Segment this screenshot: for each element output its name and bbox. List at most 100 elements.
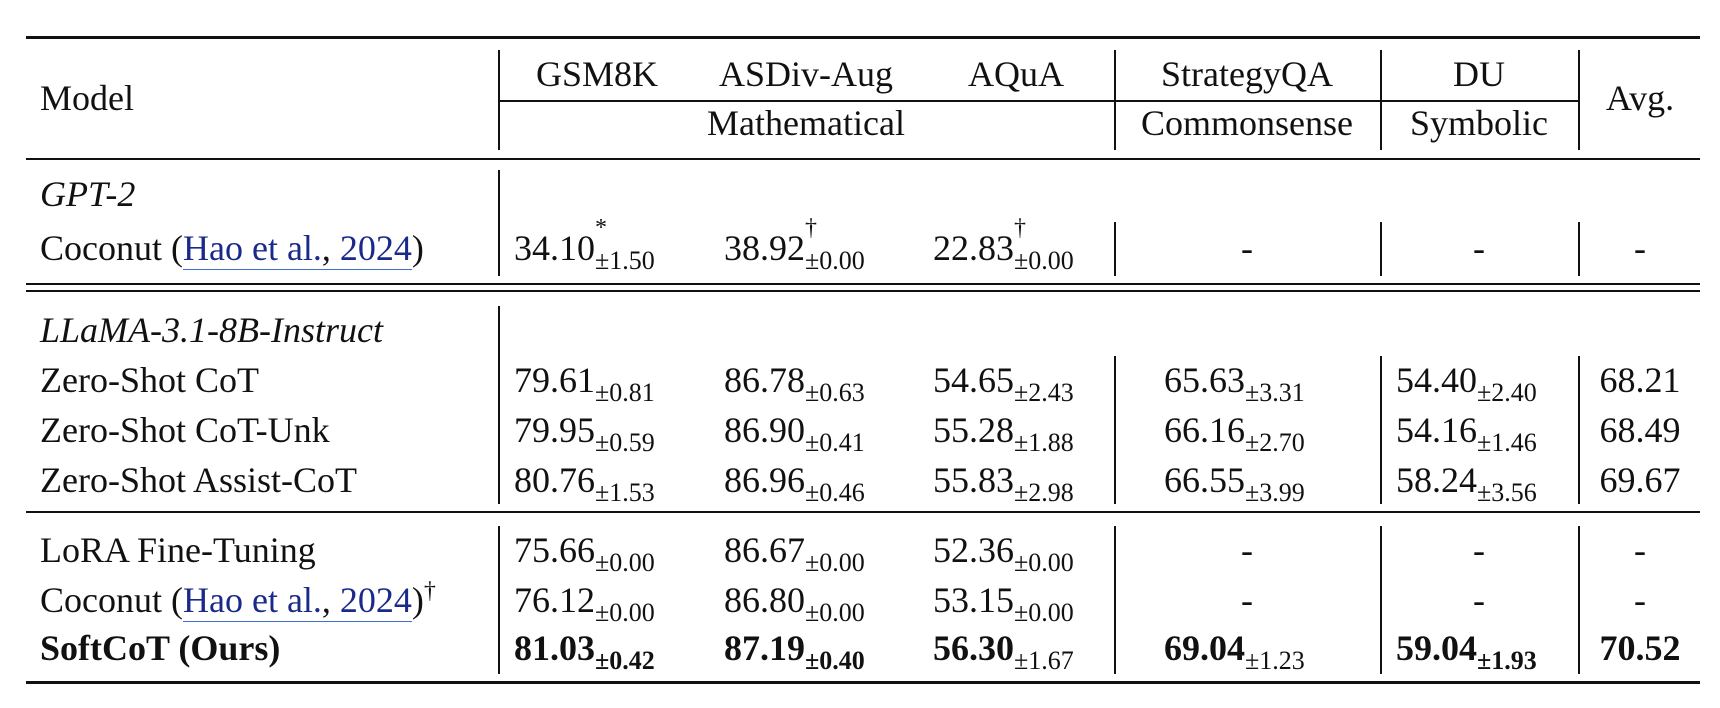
group-underline-rule bbox=[498, 100, 1578, 102]
std-dev: ±0.59 bbox=[595, 428, 655, 457]
citation-separator: , bbox=[321, 228, 340, 270]
double-rule-top bbox=[26, 283, 1700, 285]
cell-avg: 68.49 bbox=[1599, 410, 1681, 450]
cell-asdiv-aug: 86.78±0.63 bbox=[724, 360, 865, 407]
cell-asdiv-aug: 86.90±0.41 bbox=[724, 410, 865, 457]
row-model-softcot: SoftCoT (Ours) bbox=[40, 628, 281, 668]
cell-avg: - bbox=[1634, 228, 1646, 268]
column-divider bbox=[1578, 50, 1580, 150]
citation-separator: , bbox=[321, 580, 340, 622]
cell-gsm8k: 79.61±0.81 bbox=[514, 360, 655, 407]
group-commonsense: Commonsense bbox=[1141, 103, 1353, 143]
citation-author-link[interactable]: Hao et al. bbox=[182, 580, 322, 622]
row-model: Zero-Shot Assist-CoT bbox=[40, 460, 358, 500]
bottom-rule bbox=[26, 681, 1700, 684]
cell-strategyqa: 69.04±1.23 bbox=[1164, 628, 1305, 675]
cell-aqua: 54.65±2.43 bbox=[933, 360, 1074, 407]
row-model: Zero-Shot CoT bbox=[40, 360, 259, 400]
row-model-coconut-gpt2: Coconut (Hao et al., 2024) bbox=[40, 228, 424, 270]
cell-du: 54.16±1.46 bbox=[1396, 410, 1537, 457]
column-divider bbox=[1380, 526, 1382, 674]
row-model-coconut-llama: Coconut (Hao et al., 2024)† bbox=[40, 579, 436, 622]
std-dev: ±0.00 bbox=[805, 598, 865, 627]
column-divider bbox=[498, 50, 500, 150]
std-dev: ±0.41 bbox=[805, 428, 865, 457]
group-symbolic: Symbolic bbox=[1409, 103, 1549, 143]
std-dev: ±0.00 bbox=[1014, 246, 1074, 275]
model-name-prefix: Coconut ( bbox=[40, 580, 183, 620]
cell-aqua: 55.28±1.88 bbox=[933, 410, 1074, 457]
cell-strategyqa: - bbox=[1241, 228, 1253, 268]
section-title-gpt2: GPT-2 bbox=[40, 174, 136, 214]
significance-mark: † bbox=[805, 215, 817, 241]
cell-aqua: 55.83±2.98 bbox=[933, 460, 1074, 507]
column-divider bbox=[1380, 50, 1382, 150]
std-dev: ±1.88 bbox=[1014, 428, 1074, 457]
std-dev: ±0.00 bbox=[1014, 548, 1074, 577]
cell-du: - bbox=[1473, 530, 1485, 570]
citation-year-link[interactable]: 2024 bbox=[339, 580, 412, 622]
std-dev: ±0.00 bbox=[805, 548, 865, 577]
column-divider bbox=[498, 170, 500, 276]
std-dev: ±0.81 bbox=[595, 378, 655, 407]
header-du: DU bbox=[1453, 54, 1505, 94]
dagger-mark: † bbox=[423, 578, 436, 604]
std-dev: ±2.43 bbox=[1014, 378, 1074, 407]
cell-du: 58.24±3.56 bbox=[1396, 460, 1537, 507]
std-dev: ±1.46 bbox=[1477, 428, 1537, 457]
std-dev: ±3.56 bbox=[1477, 478, 1537, 507]
header-model: Model bbox=[40, 78, 134, 118]
column-divider bbox=[1114, 50, 1116, 150]
column-divider bbox=[498, 306, 500, 504]
cell-aqua: 53.15±0.00 bbox=[933, 580, 1074, 627]
cell-avg: 70.52 bbox=[1599, 628, 1681, 668]
model-name-suffix: ) bbox=[411, 228, 424, 268]
cell-asdiv-aug: 86.96±0.46 bbox=[724, 460, 865, 507]
group-mathematical: Mathematical bbox=[707, 103, 905, 143]
std-dev: ±1.67 bbox=[1014, 646, 1074, 675]
std-dev: ±2.98 bbox=[1014, 478, 1074, 507]
citation-author-link[interactable]: Hao et al. bbox=[182, 228, 322, 270]
cell-strategyqa: - bbox=[1241, 580, 1253, 620]
std-dev: ±1.93 bbox=[1477, 646, 1537, 675]
std-dev: ±0.42 bbox=[595, 646, 655, 675]
cell-strategyqa: 66.16±2.70 bbox=[1164, 410, 1305, 457]
significance-mark: † bbox=[1014, 215, 1026, 241]
cell-gsm8k: 81.03±0.42 bbox=[514, 628, 655, 675]
cell-gsm8k: 34.10 * ±1.50 bbox=[514, 215, 655, 275]
column-divider bbox=[1114, 526, 1116, 674]
std-dev: ±0.00 bbox=[595, 598, 655, 627]
std-dev: ±3.31 bbox=[1245, 378, 1305, 407]
significance-mark: * bbox=[595, 215, 607, 241]
header-asdiv-aug: ASDiv-Aug bbox=[718, 54, 894, 94]
std-dev: ±2.40 bbox=[1477, 378, 1537, 407]
cell-du: - bbox=[1473, 580, 1485, 620]
column-divider bbox=[1114, 222, 1116, 276]
std-dev: ±2.70 bbox=[1245, 428, 1305, 457]
cell-du: 54.40±2.40 bbox=[1396, 360, 1537, 407]
std-dev: ±3.99 bbox=[1245, 478, 1305, 507]
cell-strategyqa: 66.55±3.99 bbox=[1164, 460, 1305, 507]
header-rule bbox=[26, 158, 1700, 160]
column-divider bbox=[1380, 222, 1382, 276]
cell-asdiv-aug: 86.80±0.00 bbox=[724, 580, 865, 627]
std-dev: ±0.00 bbox=[805, 246, 865, 275]
cell-aqua: 22.83 † ±0.00 bbox=[933, 215, 1074, 275]
std-dev: ±0.00 bbox=[1014, 598, 1074, 627]
cell-asdiv-aug: 86.67±0.00 bbox=[724, 530, 865, 577]
cell-gsm8k: 75.66±0.00 bbox=[514, 530, 655, 577]
std-dev: ±0.63 bbox=[805, 378, 865, 407]
cell-avg: 68.21 bbox=[1599, 360, 1681, 400]
std-dev: ±1.50 bbox=[595, 246, 655, 275]
section-title-llama: LLaMA-3.1-8B-Instruct bbox=[40, 310, 383, 350]
model-name-suffix: ) bbox=[411, 580, 424, 620]
double-rule-bottom bbox=[26, 290, 1700, 292]
column-divider bbox=[1114, 356, 1116, 504]
std-dev: ±0.40 bbox=[805, 646, 865, 675]
citation-year-link[interactable]: 2024 bbox=[339, 228, 412, 270]
header-avg: Avg. bbox=[1605, 78, 1675, 118]
cell-aqua: 56.30±1.67 bbox=[933, 628, 1074, 675]
header-gsm8k: GSM8K bbox=[535, 54, 659, 94]
std-dev: ±1.23 bbox=[1245, 646, 1305, 675]
column-divider bbox=[498, 526, 500, 674]
